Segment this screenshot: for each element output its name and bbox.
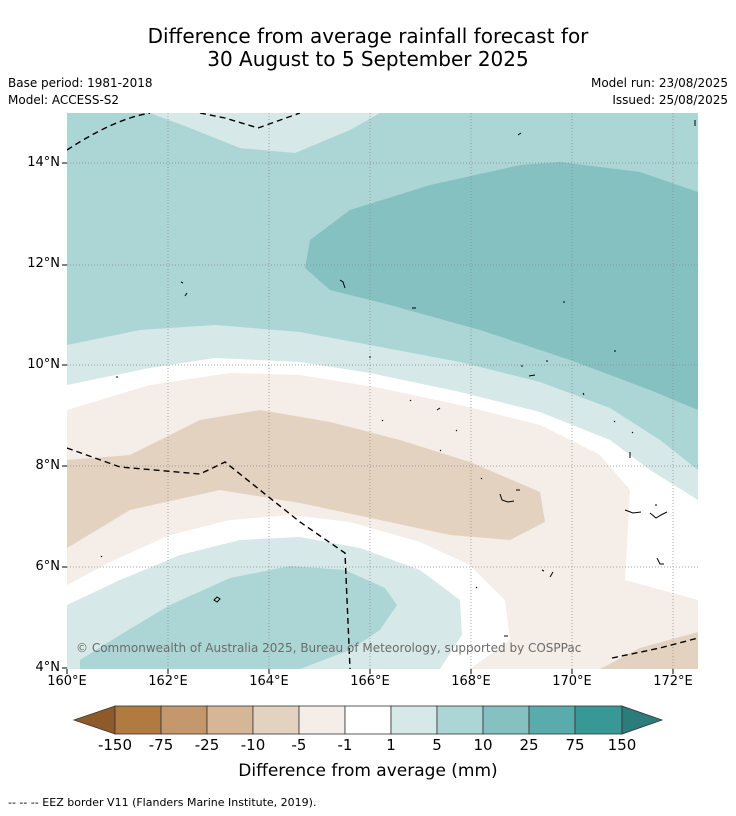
colorbar-label: 75 (565, 736, 585, 754)
colorbar-swatch-10 (528, 705, 576, 735)
colorbar-swatch-2 (160, 705, 208, 735)
lat-tick-label: 12°N (27, 256, 60, 271)
issued-text: Issued: 25/08/2025 (612, 93, 728, 107)
colorbar-label: 1 (386, 736, 396, 754)
lon-tick-label: 166°E (350, 674, 390, 689)
colorbar-label: -1 (337, 736, 353, 754)
lon-tick-label: 164°E (249, 674, 289, 689)
lon-tick-label: 170°E (552, 674, 592, 689)
colorbar-title: Difference from average (mm) (238, 761, 498, 781)
colorbar-min-arrow (72, 705, 116, 735)
colorbar-swatch-4 (252, 705, 300, 735)
lon-tick-label: 160°E (47, 674, 87, 689)
colorbar-label: -75 (148, 736, 174, 754)
colorbar-label: -10 (240, 736, 266, 754)
colorbar-label: 10 (473, 736, 493, 754)
model-text: Model: ACCESS-S2 (8, 93, 120, 107)
colorbar (72, 705, 664, 735)
colorbar-swatch-1 (114, 705, 162, 735)
island-outlines (100, 120, 696, 637)
colorbar-swatch-9 (482, 705, 530, 735)
lon-tick-label: 168°E (451, 674, 491, 689)
colorbar-swatch-5 (298, 705, 346, 735)
eez-border-lines (67, 113, 698, 669)
colorbar-swatch-3 (206, 705, 254, 735)
colorbar-swatch-6 (344, 705, 392, 735)
lat-tick-label: 14°N (27, 155, 60, 170)
axis-ticks (62, 162, 674, 674)
colorbar-swatch-7 (390, 705, 438, 735)
copyright-notice: © Commonwealth of Australia 2025, Bureau… (76, 641, 582, 655)
lat-tick-label: 8°N (35, 458, 61, 473)
lon-tick-label: 172°E (653, 674, 693, 689)
colorbar-label: -5 (291, 736, 307, 754)
contour-fills (67, 113, 698, 669)
colorbar-swatch-8 (436, 705, 484, 735)
colorbar-max-arrow (621, 705, 664, 735)
colorbar-swatch-11 (574, 705, 623, 735)
lon-tick-label: 162°E (148, 674, 188, 689)
eez-border-footnote: -- -- -- EEZ border V11 (Flanders Marine… (8, 796, 317, 809)
colorbar-label: 5 (432, 736, 442, 754)
lat-tick-label: 4°N (35, 660, 61, 675)
model-run-text: Model run: 23/08/2025 (590, 76, 728, 90)
map-title-line2: 30 August to 5 September 2025 (207, 47, 529, 71)
colorbar-label: 150 (607, 736, 637, 754)
base-period-text: Base period: 1981-2018 (8, 76, 153, 90)
lat-tick-label: 6°N (35, 559, 61, 574)
colorbar-label: -150 (97, 736, 133, 754)
colorbar-label: -25 (194, 736, 220, 754)
map-title-line1: Difference from average rainfall forecas… (147, 24, 589, 48)
colorbar-label: 25 (519, 736, 539, 754)
lat-tick-label: 10°N (27, 357, 60, 372)
